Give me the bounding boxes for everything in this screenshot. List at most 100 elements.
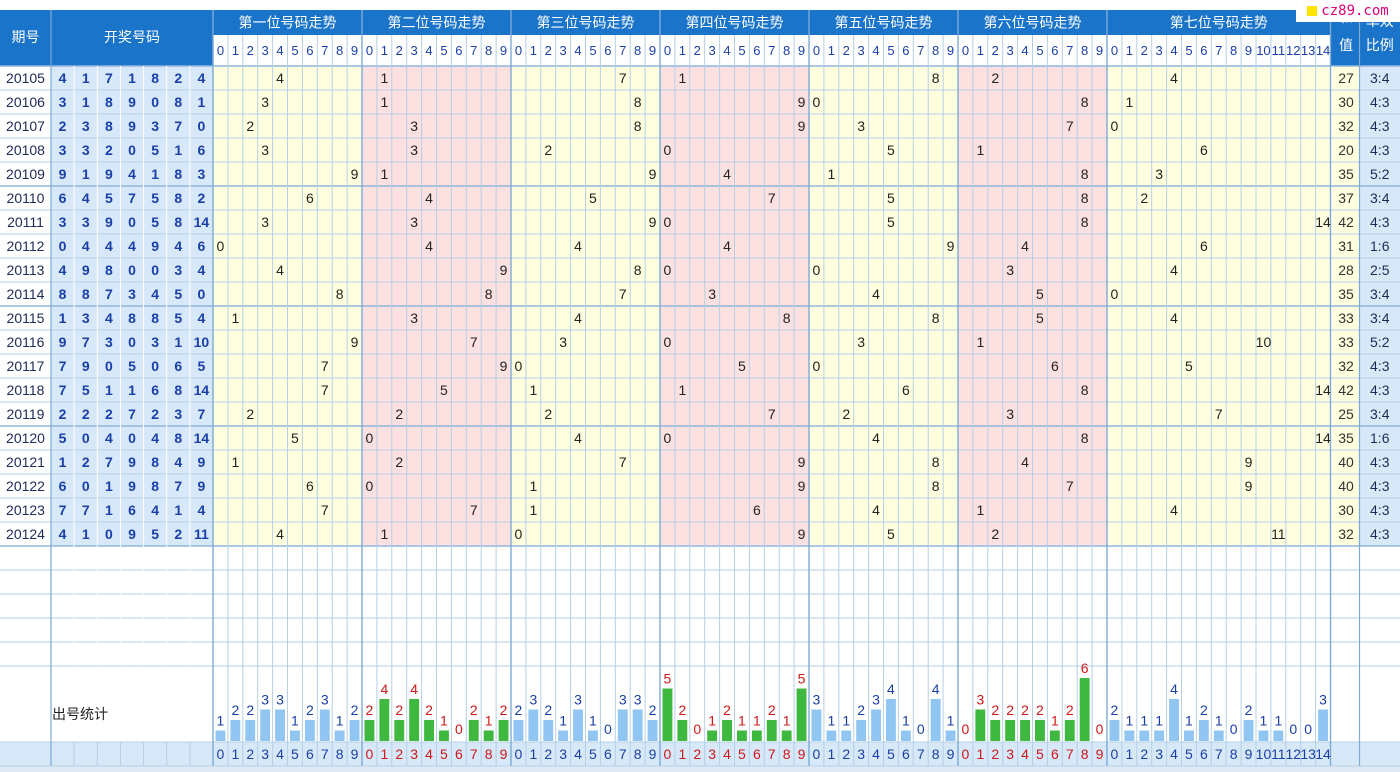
draw-number: 5 xyxy=(105,190,113,206)
stat-count: 2 xyxy=(1066,702,1074,718)
trend-mark: 8 xyxy=(932,478,940,494)
draw-number: 4 xyxy=(105,310,113,326)
draw-number: 9 xyxy=(128,526,136,542)
trend-mark: 7 xyxy=(619,286,627,302)
trend-mark: 1 xyxy=(529,382,537,398)
trend-mark: 7 xyxy=(470,334,478,350)
stat-digit-label: 6 xyxy=(604,746,612,762)
draw-number: 8 xyxy=(105,94,113,110)
logo-text: cz89.com xyxy=(1321,3,1389,19)
draw-number: 3 xyxy=(128,286,136,302)
header-digit: 2 xyxy=(396,43,403,58)
stat-bar xyxy=(1020,720,1030,741)
trend-mark: 1 xyxy=(1125,94,1133,110)
stat-digit-label: 6 xyxy=(1200,746,1208,762)
stat-digit-label: 1 xyxy=(380,746,388,762)
trend-mark: 4 xyxy=(1021,238,1029,254)
draw-number: 7 xyxy=(59,382,67,398)
draw-number: 9 xyxy=(151,238,159,254)
trend-mark: 11 xyxy=(1271,526,1286,542)
trend-mark: 8 xyxy=(1081,430,1089,446)
draw-number: 1 xyxy=(105,478,113,494)
ratio-value: 3:4 xyxy=(1370,190,1390,206)
draw-number: 4 xyxy=(82,238,90,254)
header-digit: 3 xyxy=(411,43,418,58)
issue-number: 20111 xyxy=(7,214,44,230)
trend-mark: 8 xyxy=(1081,94,1089,110)
stat-count: 4 xyxy=(887,681,895,697)
draw-number: 0 xyxy=(198,286,206,302)
draw-number: 7 xyxy=(128,190,136,206)
stats-label: 出号统计 xyxy=(52,706,108,722)
stat-digit-label: 3 xyxy=(857,746,865,762)
stat-bar xyxy=(588,730,598,741)
draw-number: 5 xyxy=(174,310,182,326)
trend-mark: 4 xyxy=(872,430,880,446)
stat-count: 1 xyxy=(902,713,910,729)
trend-mark: 8 xyxy=(932,70,940,86)
header-digit: 4 xyxy=(1170,43,1177,58)
stat-digit-label: 9 xyxy=(500,746,508,762)
stat-count: 0 xyxy=(455,721,463,737)
header-digit: 5 xyxy=(440,43,447,58)
sum-value: 40 xyxy=(1338,454,1354,470)
trend-mark: 5 xyxy=(887,190,895,206)
trend-mark: 5 xyxy=(738,358,746,374)
header-digit: 2 xyxy=(843,43,850,58)
draw-number: 0 xyxy=(128,430,136,446)
ratio-value: 4:3 xyxy=(1370,118,1390,134)
ratio-header-line2: 比例 xyxy=(1366,38,1394,54)
stat-digit-label: 2 xyxy=(395,746,403,762)
stat-digit-label: 7 xyxy=(321,746,329,762)
stat-digit-label: 3 xyxy=(708,746,716,762)
draw-number: 1 xyxy=(82,166,90,182)
trend-mark: 8 xyxy=(634,118,642,134)
draw-number: 4 xyxy=(198,262,206,278)
stat-bar xyxy=(781,730,792,741)
trend-mark: 7 xyxy=(768,190,776,206)
ratio-value: 4:3 xyxy=(1370,214,1390,230)
trend-mark: 0 xyxy=(515,526,523,542)
header-digit: 3 xyxy=(1156,43,1163,58)
draw-number: 1 xyxy=(59,454,67,470)
stat-digit-label: 0 xyxy=(962,746,970,762)
trend-mark: 9 xyxy=(351,334,359,350)
stat-count: 1 xyxy=(559,713,567,729)
issue-number: 20115 xyxy=(7,310,45,326)
draw-number: 3 xyxy=(59,94,67,110)
stat-count: 6 xyxy=(1081,660,1089,676)
ratio-value: 5:2 xyxy=(1370,166,1390,182)
draw-number: 4 xyxy=(174,238,182,254)
draw-number: 4 xyxy=(198,70,206,86)
header-digit: 0 xyxy=(813,43,820,58)
draw-number: 8 xyxy=(174,382,182,398)
sum-value: 33 xyxy=(1338,310,1354,326)
header-digit: 1 xyxy=(679,43,686,58)
draw-number: 8 xyxy=(174,430,182,446)
draw-number: 8 xyxy=(151,310,159,326)
stat-count: 4 xyxy=(1170,681,1178,697)
ratio-value: 2:5 xyxy=(1370,262,1390,278)
header-digit: 4 xyxy=(723,43,730,58)
stat-bar xyxy=(826,730,837,741)
ratio-value: 1:6 xyxy=(1370,238,1390,254)
header-digit: 5 xyxy=(589,43,596,58)
stat-bar xyxy=(1318,709,1328,741)
draw-number: 2 xyxy=(59,118,67,134)
stat-count: 2 xyxy=(515,702,523,718)
draw-number: 6 xyxy=(59,190,67,206)
stat-digit-label: 5 xyxy=(1036,746,1044,762)
ratio-value: 4:3 xyxy=(1370,382,1390,398)
stat-bar xyxy=(468,720,479,741)
trend-mark: 0 xyxy=(664,334,672,350)
issue-number: 20108 xyxy=(6,142,45,158)
draw-number: 2 xyxy=(174,70,182,86)
stat-digit-label: 4 xyxy=(872,746,880,762)
draw-number: 0 xyxy=(198,118,206,134)
header-digit: 2 xyxy=(545,43,552,58)
draw-number: 7 xyxy=(82,334,90,350)
draw-number: 3 xyxy=(151,118,159,134)
stat-digit-label: 0 xyxy=(1111,746,1119,762)
header-digit: 6 xyxy=(902,43,909,58)
trend-mark: 3 xyxy=(410,214,418,230)
